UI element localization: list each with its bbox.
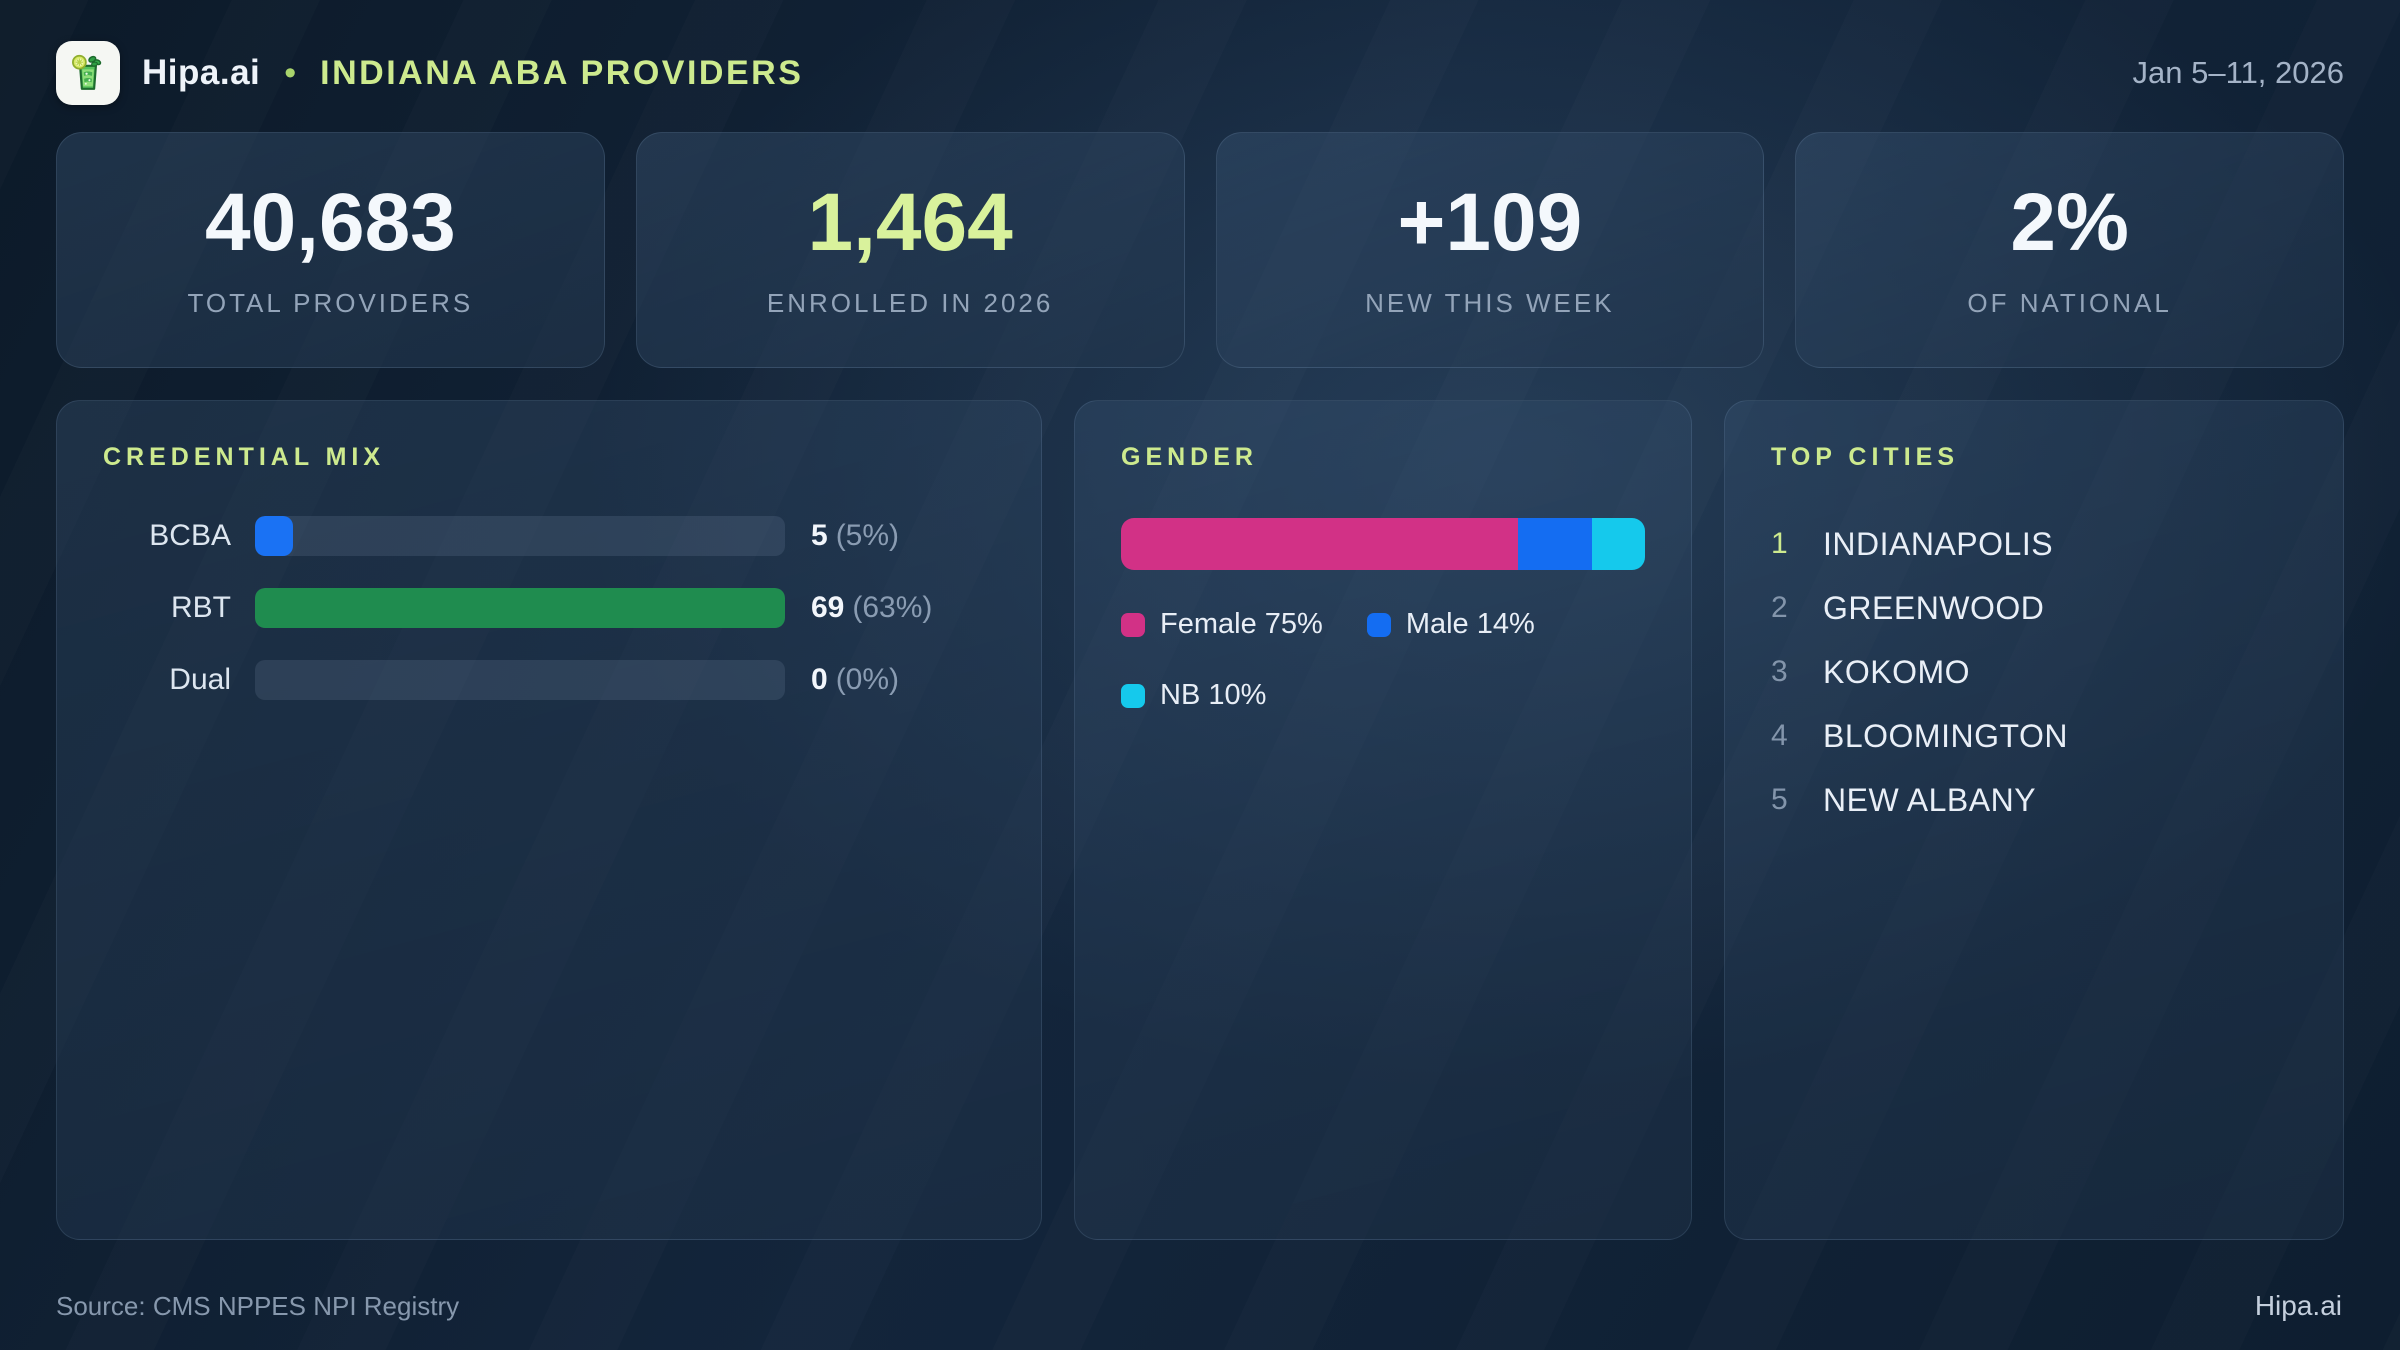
bar-track (255, 588, 785, 628)
gender-segment-male (1517, 518, 1593, 570)
legend-item-male: Male 14% (1366, 608, 1535, 641)
nb-swatch-icon (1121, 683, 1145, 708)
list-item: 5 NEW ALBANY (1771, 768, 2297, 832)
bar-track (255, 516, 785, 556)
stat-card-new-this-week: +109 NEW THIS WEEK (1215, 132, 1765, 368)
city-rank: 2 (1771, 591, 1788, 624)
list-item: 2 GREENWOOD (1771, 576, 2297, 640)
city-name: GREENWOOD (1823, 589, 2045, 626)
gender-segment-female (1121, 518, 1518, 570)
stat-value: +109 (1397, 176, 1583, 268)
panels-row: CREDENTIAL MIX BCBA 5 (5%) RBT 69 (63%) Du… (56, 400, 2344, 1240)
credential-bar-chart: BCBA 5 (5%) RBT 69 (63%) Dual 0 (0%) (103, 516, 995, 700)
separator-dot: • (284, 53, 297, 92)
legend-label: NB 10% (1160, 679, 1267, 711)
stat-label: NEW THIS WEEK (1365, 287, 1615, 318)
city-name: BLOOMINGTON (1823, 717, 2068, 754)
legend-item-nb: NB 10% (1121, 679, 1266, 712)
gender-stacked-bar (1121, 518, 1645, 570)
stat-card-of-national: 2% OF NATIONAL (1795, 132, 2344, 368)
gender-legend-row-1: Female 75% Male 14% (1121, 608, 1645, 641)
city-name: INDIANAPOLIS (1823, 525, 2054, 562)
credential-mix-panel: CREDENTIAL MIX BCBA 5 (5%) RBT 69 (63%) Du… (56, 400, 1042, 1240)
credential-row-bcba: BCBA 5 (5%) (103, 516, 995, 556)
bar-label: RBT (171, 591, 231, 624)
stat-card-total-providers: 40,683 TOTAL PROVIDERS (56, 132, 605, 368)
footer: Source: CMS NPPES NPI Registry Hipa.ai (56, 1290, 2342, 1322)
bar-fill (255, 516, 294, 556)
source-attribution: Source: CMS NPPES NPI Registry (56, 1290, 460, 1321)
stat-label: OF NATIONAL (1967, 287, 2172, 318)
legend-item-female: Female 75% (1121, 608, 1323, 641)
bar-label: BCBA (149, 519, 231, 552)
city-rank: 1 (1771, 527, 1788, 560)
panel-title: TOP CITIES (1771, 443, 1960, 471)
header: Hipa.ai • INDIANA ABA PROVIDERS Jan 5–11… (56, 40, 2344, 106)
stat-card-enrolled: 1,464 ENROLLED IN 2026 (635, 132, 1185, 368)
credential-row-rbt: RBT 69 (63%) (103, 588, 995, 628)
city-list: 1 INDIANAPOLIS 2 GREENWOOD 3 KOKOMO 4 BL… (1771, 512, 2297, 832)
mojito-glass-icon (56, 41, 120, 105)
panel-title: CREDENTIAL MIX (103, 443, 386, 471)
list-item: 1 INDIANAPOLIS (1771, 512, 2297, 576)
stat-label: ENROLLED IN 2026 (766, 287, 1054, 318)
brand-group: Hipa.ai • INDIANA ABA PROVIDERS (56, 41, 803, 105)
top-cities-panel: TOP CITIES 1 INDIANAPOLIS 2 GREENWOOD 3 … (1724, 400, 2344, 1240)
bar-value: 5 (5%) (811, 519, 900, 552)
male-swatch-icon (1366, 612, 1391, 637)
city-rank: 3 (1771, 655, 1788, 688)
legend-label: Female 75% (1160, 608, 1323, 640)
panel-title: GENDER (1121, 443, 1258, 471)
gender-legend-row-2: NB 10% (1121, 679, 1645, 712)
stat-value: 2% (2010, 176, 2129, 268)
list-item: 4 BLOOMINGTON (1771, 704, 2297, 768)
gender-panel: GENDER Female 75% Male 14% NB (1074, 400, 1692, 1240)
city-name: NEW ALBANY (1823, 781, 2037, 818)
city-rank: 4 (1771, 719, 1788, 752)
stat-value: 40,683 (204, 176, 456, 268)
credential-row-dual: Dual 0 (0%) (103, 660, 995, 700)
bar-track (255, 660, 785, 700)
legend-label: Male 14% (1405, 608, 1535, 640)
stat-value: 1,464 (807, 176, 1013, 268)
page-title: INDIANA ABA PROVIDERS (320, 53, 804, 92)
bar-fill (255, 588, 785, 628)
list-item: 3 KOKOMO (1771, 640, 2297, 704)
brand-name: Hipa.ai (142, 53, 261, 92)
stat-label: TOTAL PROVIDERS (187, 287, 474, 318)
city-rank: 5 (1771, 783, 1788, 816)
date-range: Jan 5–11, 2026 (2132, 55, 2344, 90)
bar-value: 69 (63%) (811, 591, 933, 624)
footer-brand: Hipa.ai (2254, 1290, 2342, 1321)
stat-cards-row: 40,683 TOTAL PROVIDERS 1,464 ENROLLED IN… (56, 132, 2344, 368)
bar-value: 0 (0%) (811, 663, 900, 696)
female-swatch-icon (1121, 612, 1145, 637)
city-name: KOKOMO (1823, 653, 1971, 690)
bar-label: Dual (169, 663, 231, 696)
gender-segment-nb (1592, 518, 1645, 570)
